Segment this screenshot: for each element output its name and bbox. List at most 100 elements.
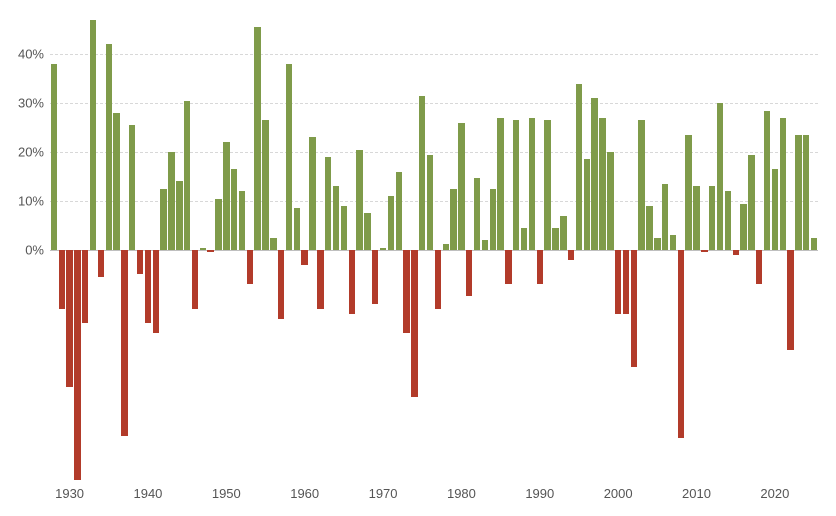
bar (756, 250, 762, 284)
bar (685, 135, 691, 250)
bar (537, 250, 543, 284)
bar (153, 250, 159, 333)
bar (638, 120, 644, 250)
gridline (50, 152, 818, 153)
bar (662, 184, 668, 250)
bar (278, 250, 284, 319)
bar (184, 101, 190, 250)
bar (772, 169, 778, 250)
bar (403, 250, 409, 333)
bar (254, 27, 260, 250)
bar (419, 96, 425, 250)
bar (443, 244, 449, 250)
y-axis-label: 0% (25, 243, 50, 258)
bar (427, 155, 433, 250)
bar (372, 250, 378, 304)
x-axis-label: 1940 (133, 480, 162, 501)
x-axis-label: 2000 (604, 480, 633, 501)
bar (740, 204, 746, 250)
bar (631, 250, 637, 367)
gridline (50, 54, 818, 55)
gridline (50, 103, 818, 104)
bar (576, 84, 582, 250)
bar (113, 113, 119, 250)
bar (121, 250, 127, 436)
bar (301, 250, 307, 265)
bar (725, 191, 731, 250)
bar (654, 238, 660, 250)
bar (780, 118, 786, 250)
bar (200, 248, 206, 250)
bar (709, 186, 715, 250)
bar (137, 250, 143, 274)
bar (82, 250, 88, 323)
bar (787, 250, 793, 350)
bar (341, 206, 347, 250)
bar (678, 250, 684, 438)
x-axis-label: 2020 (760, 480, 789, 501)
bar (733, 250, 739, 255)
bar (270, 238, 276, 250)
x-axis-label: 1990 (525, 480, 554, 501)
bar (584, 159, 590, 250)
bar (239, 191, 245, 250)
bar (98, 250, 104, 277)
bar (262, 120, 268, 250)
bar (544, 120, 550, 250)
bar (106, 44, 112, 250)
bar (591, 98, 597, 250)
bar (51, 64, 57, 250)
bar (223, 142, 229, 250)
bar (474, 178, 480, 250)
bar (435, 250, 441, 309)
bar (568, 250, 574, 260)
y-axis-label: 30% (18, 96, 50, 111)
bar (701, 250, 707, 252)
bar (717, 103, 723, 250)
x-axis-label: 1980 (447, 480, 476, 501)
y-axis-label: 20% (18, 145, 50, 160)
bar (286, 64, 292, 250)
bar (748, 155, 754, 250)
bar (74, 250, 80, 480)
bar (560, 216, 566, 250)
bar (356, 150, 362, 250)
plot-area: 0%10%20%30%40%19301940195019601970198019… (50, 20, 818, 480)
bar (207, 250, 213, 252)
bar (490, 189, 496, 250)
bar (90, 20, 96, 250)
bar (811, 238, 817, 250)
annual-returns-bar-chart: 0%10%20%30%40%19301940195019601970198019… (0, 0, 836, 516)
bar (231, 169, 237, 250)
bar (529, 118, 535, 250)
bar (66, 250, 72, 387)
x-axis-label: 1970 (369, 480, 398, 501)
bar (411, 250, 417, 397)
bar (450, 189, 456, 250)
bar (466, 250, 472, 296)
bar (623, 250, 629, 314)
bar (160, 189, 166, 250)
bar (168, 152, 174, 250)
bar (505, 250, 511, 284)
bar (670, 235, 676, 250)
bar (349, 250, 355, 314)
bar (513, 120, 519, 250)
bar (764, 111, 770, 250)
bar (388, 196, 394, 250)
bar (607, 152, 613, 250)
bar (482, 240, 488, 250)
bar (552, 228, 558, 250)
bar (599, 118, 605, 250)
bar (380, 248, 386, 250)
bar (497, 118, 503, 250)
x-axis-label: 2010 (682, 480, 711, 501)
bar (615, 250, 621, 314)
bar (458, 123, 464, 250)
bar (309, 137, 315, 250)
bar (325, 157, 331, 250)
bar (521, 228, 527, 250)
x-axis-label: 1930 (55, 480, 84, 501)
bar (59, 250, 65, 309)
x-axis-label: 1950 (212, 480, 241, 501)
